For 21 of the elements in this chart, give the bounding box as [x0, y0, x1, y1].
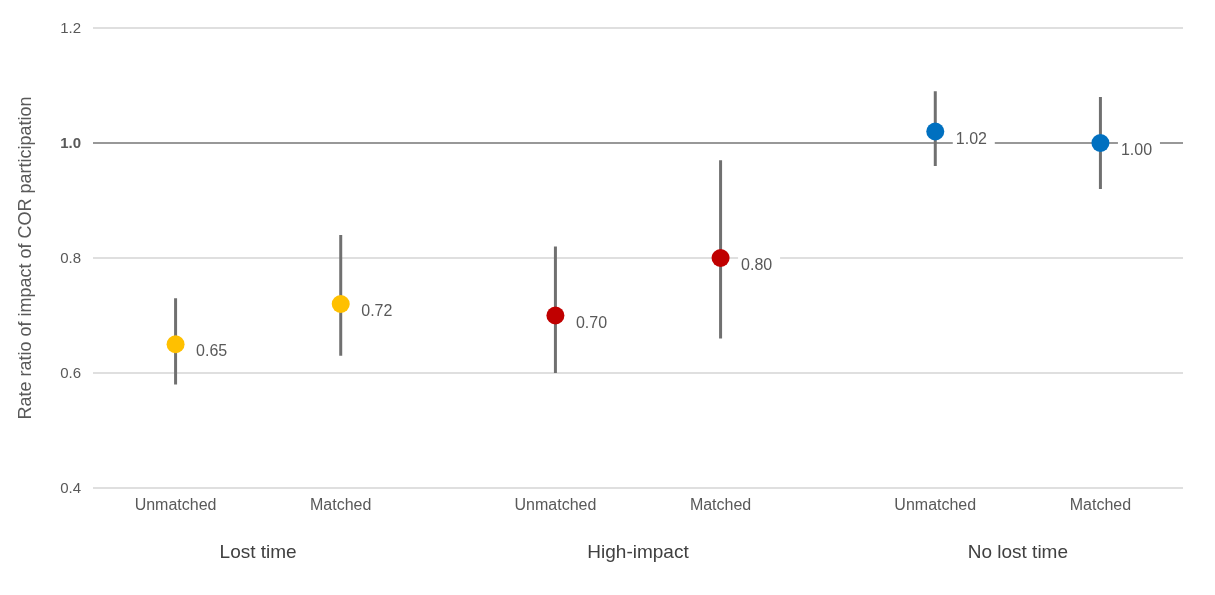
text: Lost time	[218, 541, 298, 563]
data-label: 0.70	[575, 313, 608, 331]
x-tick-label: Matched	[689, 496, 752, 513]
text: No lost time	[966, 541, 1069, 563]
text: High-impact	[586, 541, 690, 563]
y-tick-label: 1.0	[60, 134, 81, 151]
x-tick-label: Unmatched	[514, 496, 597, 513]
x-tick-label: Unmatched	[134, 496, 217, 513]
data-label: 0.65	[196, 342, 228, 360]
data-label: 0.80	[741, 256, 773, 273]
y-tick-label: 0.4	[60, 479, 81, 496]
y-tick-label: 1.2	[60, 19, 81, 36]
y-tick-label: 0.8	[60, 249, 81, 266]
data-label: 1.00	[1120, 141, 1153, 158]
y-tick-label: 0.6	[60, 364, 81, 381]
x-tick-label: Unmatched	[894, 496, 977, 513]
y-axis-title: Rate ratio of impact of COR participation	[15, 96, 36, 420]
data-label: 1.02	[955, 129, 988, 147]
x-tick-label: Matched	[1069, 496, 1132, 513]
x-tick-label: Matched	[310, 496, 372, 513]
data-label: 0.72	[361, 302, 393, 319]
